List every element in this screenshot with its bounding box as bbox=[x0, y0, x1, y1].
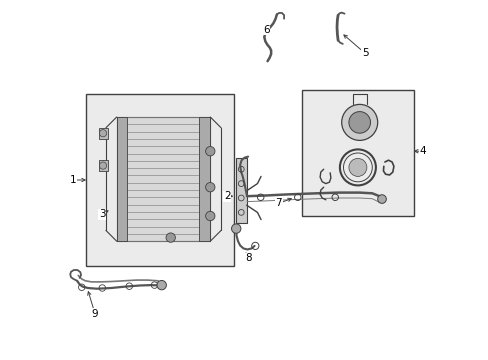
Bar bbox=[117, 117, 210, 241]
Circle shape bbox=[99, 162, 106, 169]
Text: 3: 3 bbox=[99, 209, 105, 219]
Text: 5: 5 bbox=[361, 48, 367, 58]
Text: 7: 7 bbox=[275, 198, 282, 208]
Bar bbox=[117, 117, 127, 241]
Circle shape bbox=[166, 233, 175, 242]
Text: 6: 6 bbox=[262, 25, 269, 35]
Text: 2: 2 bbox=[224, 191, 230, 201]
Bar bbox=[302, 90, 413, 216]
Circle shape bbox=[205, 183, 215, 192]
Text: 8: 8 bbox=[244, 253, 251, 264]
Circle shape bbox=[377, 195, 386, 203]
Circle shape bbox=[205, 147, 215, 156]
Text: 1: 1 bbox=[70, 175, 77, 185]
Bar bbox=[86, 94, 233, 266]
Circle shape bbox=[205, 211, 215, 221]
Circle shape bbox=[231, 224, 241, 233]
Bar bbox=[199, 117, 210, 241]
Circle shape bbox=[157, 280, 166, 290]
Circle shape bbox=[99, 130, 106, 137]
Circle shape bbox=[341, 104, 377, 140]
Bar bbox=[99, 128, 107, 139]
Circle shape bbox=[348, 112, 370, 133]
Text: 4: 4 bbox=[419, 146, 425, 156]
Bar bbox=[235, 158, 246, 223]
Bar bbox=[99, 160, 107, 171]
Text: 9: 9 bbox=[92, 309, 98, 319]
Circle shape bbox=[348, 158, 366, 176]
